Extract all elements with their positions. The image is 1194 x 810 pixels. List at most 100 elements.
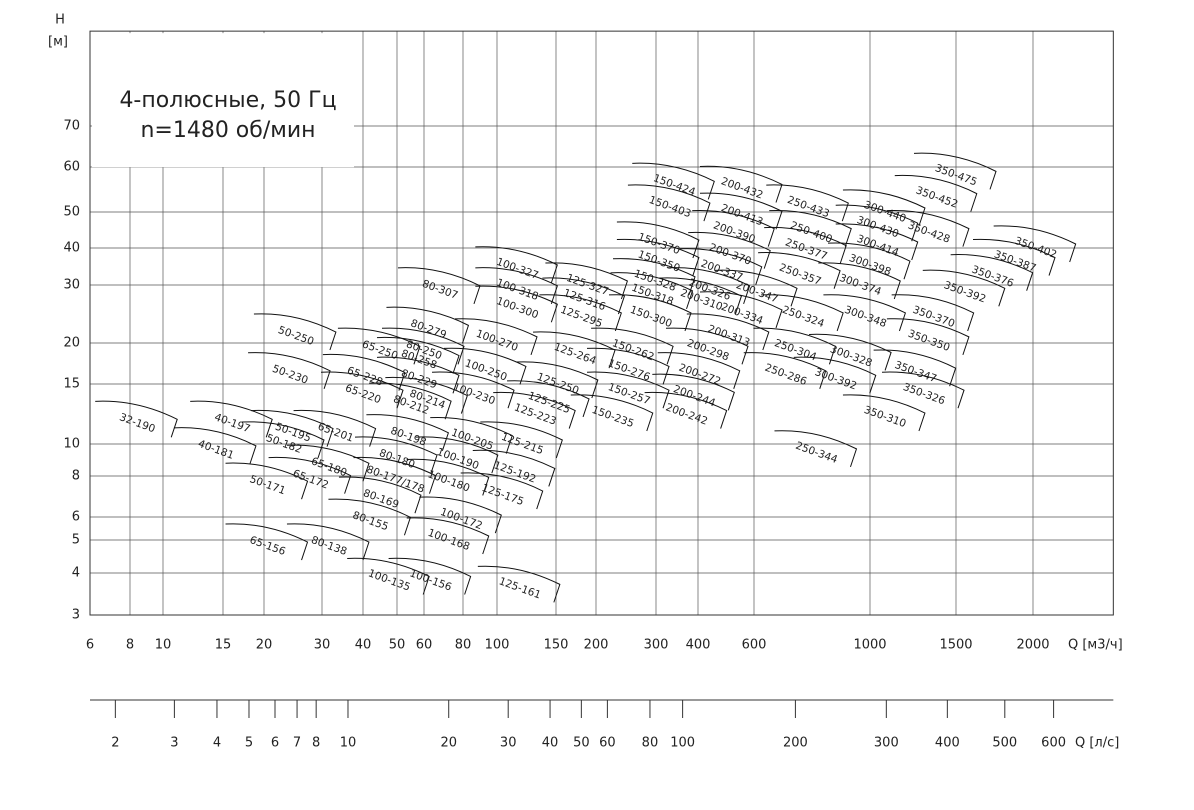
x2-tick-label: 3 (170, 736, 178, 751)
pump-curve (386, 306, 470, 344)
pump-curve (692, 209, 775, 247)
pump-curve (241, 421, 325, 459)
x2-tick-label: 7 (293, 736, 301, 751)
pump-curve (454, 318, 538, 356)
pump-curve (714, 269, 798, 307)
pump-curve (369, 382, 452, 420)
pump-curve (419, 496, 502, 534)
pump-curve (406, 517, 490, 555)
x2-tick-label: 50 (573, 736, 590, 751)
pump-curve (376, 356, 460, 394)
pump-curve (699, 291, 783, 329)
pump-curve (376, 336, 460, 374)
pump-curve (891, 294, 975, 332)
pump-label: 80-155 (351, 509, 390, 533)
pump-curve (515, 361, 599, 399)
pump-curve (366, 414, 450, 451)
plot-frame (89, 30, 1114, 616)
pump-label: 150-235 (590, 404, 635, 430)
pump-curve (225, 462, 309, 500)
pump-curve (652, 373, 735, 411)
x2-tick-label: 4 (213, 736, 221, 751)
x2-tick-label: 80 (642, 736, 659, 751)
pump-curve (686, 313, 770, 351)
pump-curve (322, 353, 406, 391)
pump-curve (268, 456, 352, 494)
x2-tick-label: 5 (245, 736, 253, 751)
pump-label: 150-276 (606, 357, 652, 383)
x-tick-label: 300 (644, 638, 669, 653)
x-tick-label: 20 (256, 638, 273, 653)
pump-label: 100-190 (435, 446, 480, 472)
pump-label: 150-300 (628, 304, 673, 330)
y-tick-label: 5 (72, 533, 80, 548)
pump-curve (886, 209, 970, 247)
pump-curve (766, 184, 849, 222)
pump-curve (477, 565, 561, 603)
x2-tick-label: 100 (670, 736, 695, 751)
y-tick-label: 60 (63, 160, 80, 175)
pump-label: 50-230 (271, 363, 310, 387)
x-tick-label: 50 (389, 638, 406, 653)
pump-curve (472, 449, 556, 487)
pump-curve (842, 394, 926, 432)
pump-curve (774, 430, 858, 468)
y-tick-label: 6 (72, 510, 80, 525)
pump-label: 32-190 (118, 411, 157, 435)
pump-curve (431, 371, 515, 409)
pump-label: 350-452 (914, 184, 959, 210)
pump-label: 100-180 (426, 468, 471, 494)
pump-curve (586, 347, 670, 385)
pump-curve (591, 327, 674, 365)
pump-label: 50-250 (276, 324, 315, 348)
x2-tick-label: 600 (1041, 736, 1066, 751)
x-axis-label: Q [м3/ч] (1068, 638, 1123, 653)
pump-curve (665, 327, 749, 365)
pump-curve (225, 523, 309, 561)
pump-curve (993, 225, 1077, 263)
pump-label: 80-138 (309, 534, 348, 558)
pump-curve (337, 327, 421, 365)
pump-curve (570, 394, 654, 432)
x-tick-label: 150 (544, 638, 569, 653)
pump-curve (388, 557, 472, 595)
x2-tick-label: 60 (599, 736, 616, 751)
pump-curve (950, 254, 1034, 291)
x-tick-label: 40 (355, 638, 372, 653)
pump-curve (353, 456, 437, 494)
pump-curve (381, 327, 465, 365)
pump-curve (913, 152, 997, 190)
x-tick-label: 600 (742, 638, 767, 653)
pump-curve (818, 262, 901, 300)
pump-curve (612, 258, 696, 295)
pump-curve (809, 333, 892, 371)
pump-curve (743, 352, 827, 389)
pump-curve (827, 242, 911, 280)
pump-label: 250-324 (780, 304, 826, 330)
y-tick-label: 20 (63, 336, 80, 351)
pump-label: 40-181 (196, 438, 235, 462)
pump-curve (842, 189, 926, 227)
pump-label: 80-307 (420, 278, 459, 302)
pump-curve (753, 327, 837, 365)
pump-curve (507, 380, 590, 418)
pump-label: 350-392 (942, 279, 987, 305)
y-tick-label: 30 (63, 278, 80, 293)
x-tick-label: 30 (314, 638, 331, 653)
pump-label: 250-304 (773, 337, 819, 363)
pump-curve (286, 523, 370, 561)
pump-label: 300-374 (838, 272, 884, 298)
pump-curve (354, 436, 438, 474)
pump-label: 350-350 (906, 328, 951, 354)
pump-curve (667, 267, 751, 305)
pump-label: 350-326 (901, 381, 947, 407)
pump-curve (253, 313, 337, 351)
pump-curve (616, 238, 700, 276)
pump-curve (644, 391, 728, 429)
y-tick-label: 3 (72, 608, 80, 623)
pump-curve (873, 349, 957, 387)
pump-curve (320, 371, 404, 409)
x-tick-label: 80 (455, 638, 472, 653)
pump-curve (835, 204, 919, 242)
x-tick-label: 200 (584, 638, 609, 653)
